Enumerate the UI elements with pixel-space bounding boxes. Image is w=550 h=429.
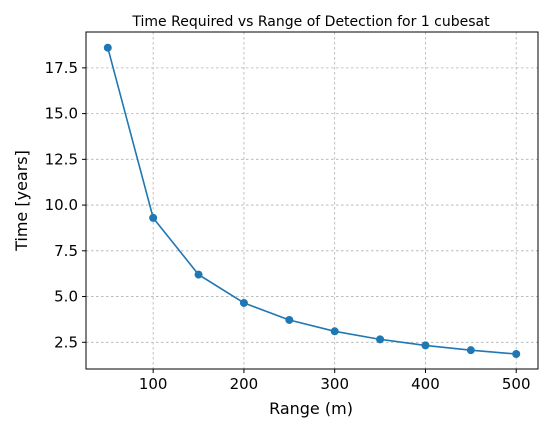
grid	[86, 32, 538, 369]
x-tick-label: 400	[411, 375, 440, 393]
x-axis: 100 200 300 400 500	[139, 369, 531, 393]
x-tick-label: 200	[230, 375, 259, 393]
x-axis-label: Range (m)	[269, 399, 353, 418]
data-point	[330, 327, 339, 336]
y-tick-label: 10.0	[45, 196, 78, 214]
data-point	[376, 335, 385, 344]
y-tick-label: 5.0	[54, 288, 78, 306]
x-tick-label: 500	[502, 375, 531, 393]
chart-title: Time Required vs Range of Detection for …	[131, 14, 490, 30]
data-point	[466, 346, 475, 355]
series-line	[107, 47, 517, 355]
x-tick-label: 300	[320, 375, 349, 393]
data-point	[239, 298, 248, 307]
y-tick-label: 17.5	[45, 59, 78, 77]
plot-frame	[85, 31, 539, 370]
data-point	[194, 270, 203, 279]
data-point	[421, 341, 430, 350]
x-tick-label: 100	[139, 375, 168, 393]
data-point	[512, 349, 521, 358]
y-tick-label: 15.0	[45, 105, 78, 123]
series-layer	[103, 43, 521, 358]
y-axis-label: Time [years]	[12, 150, 31, 252]
data-point	[103, 43, 112, 52]
y-tick-label: 12.5	[45, 150, 78, 168]
y-axis: 2.5 5.0 7.5 10.0 12.5 15.0 17.5	[45, 59, 86, 351]
y-tick-label: 2.5	[54, 333, 78, 351]
y-tick-label: 7.5	[54, 242, 78, 260]
data-point	[149, 213, 158, 222]
data-point	[285, 315, 294, 324]
